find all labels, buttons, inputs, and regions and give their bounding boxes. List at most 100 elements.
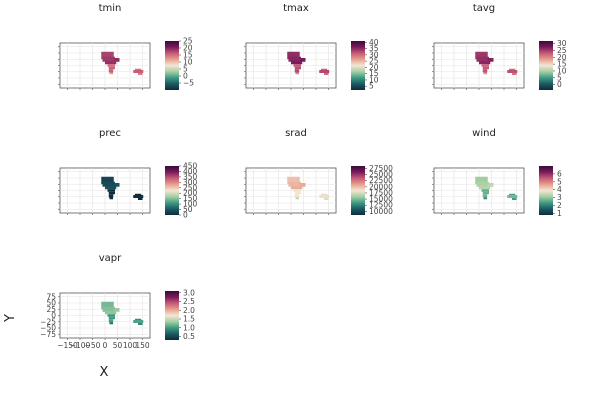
- colorbar-tick-label: 12500: [369, 201, 393, 210]
- raster-cell: [321, 193, 328, 195]
- x-tick-label: −100: [70, 341, 91, 350]
- raster-cell: [107, 64, 115, 67]
- colorbar-tick-label: 25: [183, 37, 193, 46]
- x-tick-label: −150: [57, 341, 78, 350]
- colorbar-wind: [539, 166, 553, 215]
- raster-cell: [476, 56, 489, 62]
- colorbar-tick-label: 0.5: [183, 332, 195, 341]
- colorbar-tick-label: 300: [183, 178, 198, 187]
- raster-cell: [113, 58, 120, 62]
- x-tick-label: −50: [85, 341, 101, 350]
- raster-cell: [482, 191, 489, 195]
- colorbar-tick-label: 0: [557, 80, 562, 89]
- colorbar-tick-label: 17500: [369, 188, 393, 197]
- colorbar-tick-label: 5: [369, 82, 374, 91]
- x-tick-label: 100: [123, 341, 138, 350]
- y-tick-label: 75: [46, 292, 56, 301]
- raster-cell: [295, 72, 299, 75]
- raster-cell: [482, 69, 488, 73]
- colorbar-tick-label: 400: [183, 167, 198, 176]
- raster-cell: [487, 58, 494, 62]
- raster-cell: [294, 66, 301, 70]
- raster-cell: [287, 51, 300, 60]
- colorbar-tick-label: 150: [183, 194, 198, 203]
- colorbar-tick-label: 20000: [369, 182, 393, 191]
- raster-cell: [138, 323, 143, 325]
- colorbar-tick-label: 15: [557, 60, 567, 69]
- colorbar-tick-label: −5: [183, 79, 194, 88]
- y-tick-label: −75: [40, 330, 56, 339]
- raster-cell: [291, 61, 303, 65]
- raster-cell: [109, 197, 113, 200]
- colorbar-srad: [351, 166, 365, 215]
- y-tick-label: 0: [51, 311, 56, 320]
- colorbar-tick-label: 450: [183, 162, 198, 171]
- raster-cell: [299, 58, 306, 62]
- raster-cell: [294, 191, 301, 195]
- raster-cell: [135, 193, 142, 195]
- panel-title-tavg: tavg: [473, 3, 495, 14]
- raster-cell: [113, 308, 120, 312]
- raster-cell: [109, 322, 113, 325]
- colorbar-tick-label: 200: [183, 189, 198, 198]
- panel-title-tmin: tmin: [99, 3, 122, 14]
- raster-cell: [487, 183, 494, 187]
- raster-cell: [138, 198, 143, 200]
- colorbar-tick-label: 5: [557, 177, 562, 186]
- raster-cell: [321, 68, 328, 70]
- raster-cell: [483, 72, 487, 75]
- colorbar-tick-label: 2: [557, 201, 562, 210]
- colorbar-prec: [165, 166, 179, 215]
- colorbar-tick-label: 250: [183, 183, 198, 192]
- raster-cell: [101, 301, 114, 310]
- panel-title-vapr: vapr: [99, 253, 122, 264]
- raster-cell: [481, 189, 489, 192]
- raster-cell: [294, 69, 300, 73]
- panel-vapr: vapr−150−100−50 0 50 1001507550250−25−50−75…: [40, 253, 195, 350]
- raster-cell: [105, 61, 117, 65]
- colorbar-tmax: [351, 41, 365, 90]
- colorbar-vapr: [165, 291, 179, 340]
- colorbar-tick-label: 25: [369, 57, 379, 66]
- raster-cell: [288, 56, 301, 62]
- panel-title-wind: wind: [472, 128, 496, 139]
- raster-cell: [479, 61, 491, 65]
- raster-cell: [481, 64, 489, 67]
- y-tick-label: −50: [40, 324, 56, 333]
- colorbar-tick-label: 350: [183, 172, 198, 181]
- colorbar-tick-label: 50: [183, 205, 193, 214]
- colorbar-tick-label: 25000: [369, 170, 393, 179]
- y-tick-label: 50: [46, 299, 56, 308]
- colorbar-tick-label: 2.5: [183, 297, 195, 306]
- panel-srad: srad 275002500022500200001750015000125001…: [244, 128, 393, 216]
- raster-cell: [287, 176, 300, 185]
- panels: tmin2520151050−5tmax403530252015105tavg3…: [40, 3, 567, 350]
- raster-cell: [107, 314, 115, 317]
- raster-cell: [108, 191, 115, 195]
- raster-cell: [101, 176, 114, 185]
- raster-cell: [479, 186, 491, 190]
- colorbar-tick-label: 27500: [369, 164, 393, 173]
- panel-title-prec: prec: [99, 128, 121, 139]
- y-axis-title: Y: [3, 314, 18, 323]
- colorbar-tick-label: 30: [369, 50, 379, 59]
- colorbar-tick-label: 30: [557, 39, 567, 48]
- raster-cell: [509, 68, 516, 70]
- raster-cell: [319, 70, 330, 73]
- raster-cell: [102, 306, 115, 312]
- colorbar-tick-label: 3.0: [183, 288, 195, 297]
- raster-cell: [107, 189, 115, 192]
- raster-cell: [102, 181, 115, 187]
- raster-cell: [483, 197, 487, 200]
- colorbar-tick-label: 20: [557, 53, 567, 62]
- raster-cell: [475, 176, 488, 185]
- raster-cell: [135, 68, 142, 70]
- y-tick-label: −25: [40, 317, 56, 326]
- raster-cell: [324, 73, 329, 75]
- panel-title-srad: srad: [285, 128, 307, 139]
- colorbar-tick-label: 10: [183, 58, 193, 67]
- colorbar-tick-label: 3: [557, 193, 562, 202]
